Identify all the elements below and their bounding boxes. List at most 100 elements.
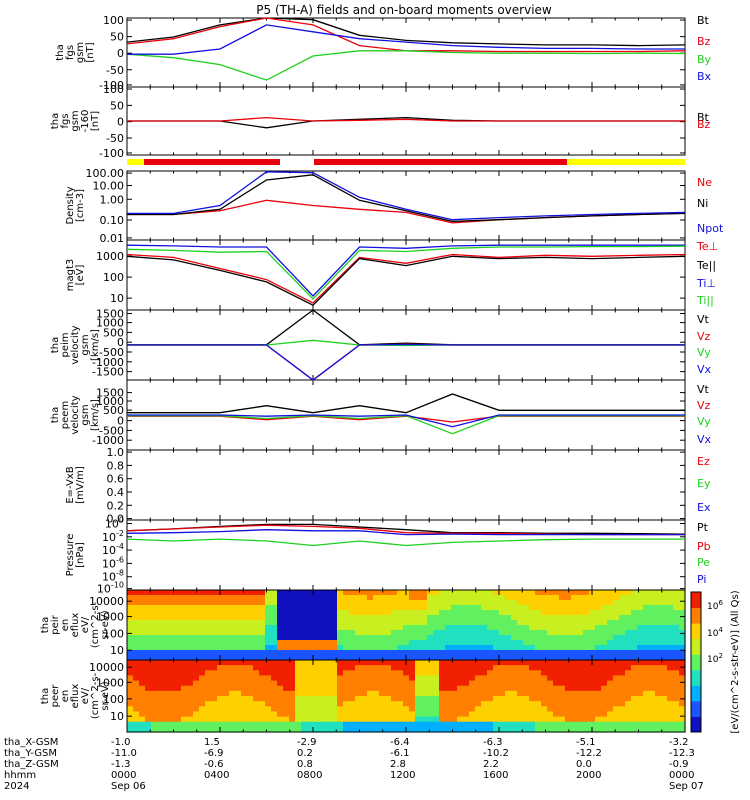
spectrogram-cell xyxy=(589,680,596,687)
spectrogram-cell xyxy=(601,660,608,666)
spectrogram-cell xyxy=(391,721,398,728)
spectrogram-cell xyxy=(241,610,248,616)
spectrogram-cell xyxy=(535,660,542,666)
spectrogram-cell xyxy=(385,665,392,671)
spectrogram-cell xyxy=(547,690,554,697)
spectrogram-cell xyxy=(679,665,686,671)
spectrogram-cell xyxy=(259,640,266,646)
spectrogram-cell xyxy=(199,590,206,596)
y-axis-label: -160 xyxy=(80,110,91,133)
spectrogram-cell xyxy=(145,706,152,713)
spectrogram-cell xyxy=(541,610,548,616)
spectrogram-cell xyxy=(217,706,224,713)
spectrogram-cell xyxy=(457,665,464,671)
spectrogram-cell xyxy=(415,605,422,611)
spectrogram-cell xyxy=(259,706,266,713)
spectrogram-cell xyxy=(301,590,308,596)
spectrogram-cell xyxy=(229,630,236,636)
spectrogram-cell xyxy=(625,701,632,707)
spectrogram-cell xyxy=(277,675,284,682)
spectrogram-cell xyxy=(457,610,464,616)
spectrogram-cell xyxy=(421,625,428,631)
spectrogram-cell xyxy=(253,605,260,611)
spectrogram-cell xyxy=(379,620,386,626)
spectrogram-cell xyxy=(349,600,356,606)
spectrogram-cell xyxy=(235,690,242,697)
spectrogram-cell xyxy=(319,685,326,692)
spectrogram-cell xyxy=(613,600,620,606)
spectrogram-cell xyxy=(139,625,146,631)
spectrogram-cell xyxy=(469,635,476,641)
spectrogram-cell xyxy=(145,726,152,733)
spectrogram-cell xyxy=(439,701,446,707)
series-line-bt xyxy=(126,17,686,47)
spectrogram-cell xyxy=(205,696,212,702)
spectrogram-cell xyxy=(403,711,410,718)
spectrogram-cell xyxy=(457,696,464,702)
spectrogram-cell xyxy=(205,645,212,651)
spectrogram-cell xyxy=(541,615,548,621)
spectrogram-cell xyxy=(475,706,482,713)
spectrogram-cell xyxy=(319,605,326,611)
spectrogram-cell xyxy=(619,645,626,651)
spectrogram-cell xyxy=(541,645,548,651)
spectrogram-cell xyxy=(193,716,200,723)
spectrogram-cell xyxy=(205,721,212,728)
spectrogram-cell xyxy=(607,685,614,692)
spectrogram-cell xyxy=(205,706,212,713)
spectrogram-cell xyxy=(319,670,326,677)
spectrogram-cell xyxy=(505,640,512,646)
spectrogram-cell xyxy=(493,701,500,707)
spectrogram-cell xyxy=(643,716,650,723)
spectrogram-cell xyxy=(145,590,152,596)
spectrogram-cell xyxy=(211,675,218,682)
spectrogram-cell xyxy=(187,675,194,682)
spectrogram-cell xyxy=(145,660,152,666)
spectrogram-cell xyxy=(463,690,470,697)
spectrogram-cell xyxy=(523,696,530,702)
spectrogram-cell xyxy=(481,706,488,713)
spectrogram-cell xyxy=(253,645,260,651)
spectrogram-cell xyxy=(307,600,314,606)
spectrogram-cell xyxy=(295,696,302,702)
spectrogram-cell xyxy=(295,685,302,692)
spectrogram-cell xyxy=(391,640,398,646)
spectrogram-cell xyxy=(643,675,650,682)
spectrogram-cell xyxy=(457,645,464,651)
spectrogram-cell xyxy=(607,716,614,723)
spectrogram-cell xyxy=(205,670,212,677)
spectrogram-cell xyxy=(469,711,476,718)
spectrogram-cell xyxy=(319,660,326,666)
spectrogram-cell xyxy=(385,721,392,728)
spectrogram-cell xyxy=(385,600,392,606)
spectrogram-cell xyxy=(601,640,608,646)
spectrogram-cell xyxy=(679,701,686,707)
spectrogram-cell xyxy=(613,595,620,601)
spectrogram-cell xyxy=(205,625,212,631)
spectrogram-cell xyxy=(679,620,686,626)
spectrogram-cell xyxy=(133,655,140,661)
spectrogram-cell xyxy=(523,670,530,677)
spectrogram-cell xyxy=(235,605,242,611)
spectrogram-cell xyxy=(409,655,416,661)
spectrogram-cell xyxy=(295,670,302,677)
spectrogram-cell xyxy=(655,600,662,606)
spectrogram-cell xyxy=(151,595,158,601)
spectrogram-cell xyxy=(571,630,578,636)
spectrogram-cell xyxy=(553,716,560,723)
spectrogram-cell xyxy=(451,620,458,626)
spectrogram-cell xyxy=(445,726,452,733)
spectrogram-cell xyxy=(229,716,236,723)
spectrogram-cell xyxy=(433,670,440,677)
spectrogram-cell xyxy=(613,680,620,687)
spectrogram-cell xyxy=(175,655,182,661)
spectrogram-cell xyxy=(589,685,596,692)
spectrogram-cell xyxy=(427,635,434,641)
spectrogram-cell xyxy=(577,685,584,692)
spectrogram-cell xyxy=(379,660,386,666)
spectrogram-cell xyxy=(277,660,284,666)
spectrogram-cell xyxy=(559,640,566,646)
spectrogram-cell xyxy=(601,650,608,656)
spectrogram-cell xyxy=(247,670,254,677)
spectrogram-cell xyxy=(667,716,674,723)
